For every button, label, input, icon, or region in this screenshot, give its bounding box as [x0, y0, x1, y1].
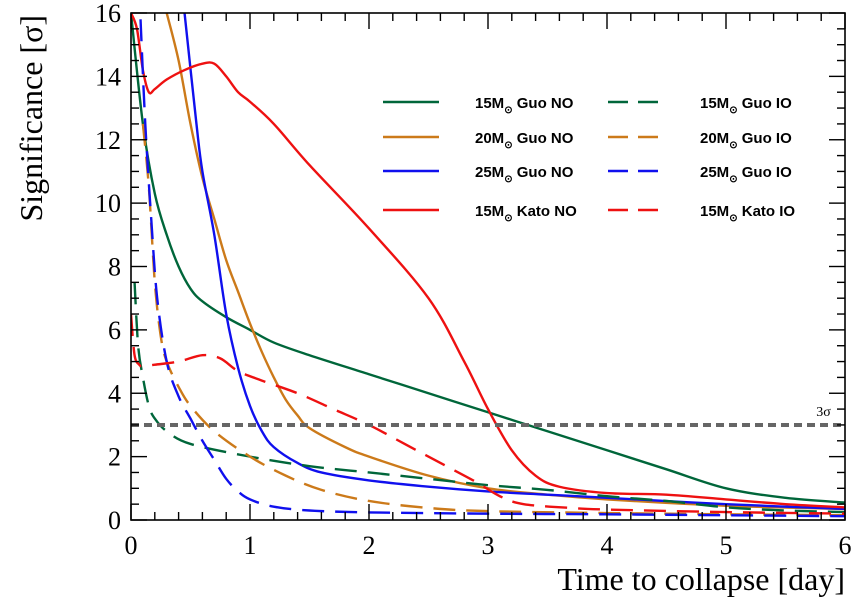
legend-label: 15M⊙ Kato IO — [700, 203, 795, 224]
y-tick-label: 0 — [108, 506, 121, 535]
y-tick-label: 2 — [108, 443, 121, 472]
legend-label: 20M⊙ Guo NO — [475, 130, 574, 151]
x-tick-label: 2 — [363, 531, 376, 560]
legend-label: 20M⊙ Guo IO — [700, 130, 792, 151]
series-line-15m-kato-no — [131, 13, 845, 509]
legend-label: 15M⊙ Guo NO — [475, 95, 574, 116]
series-line-20m-guo-no — [165, 13, 845, 511]
x-tick-label: 4 — [601, 531, 614, 560]
series-line-15m-guo-no — [131, 13, 845, 504]
x-axis-title: Time to collapse [day] — [557, 561, 845, 597]
y-tick-label: 14 — [95, 62, 121, 91]
legend: 15M⊙ Guo NO 15M⊙ Guo IO 20M⊙ Guo NO 20M⊙ Gu… — [383, 95, 795, 224]
series-line-20m-guo-io — [141, 123, 845, 517]
series-line-25m-guo-io — [139, 19, 845, 518]
y-axis-title: Significance [σ] — [13, 15, 49, 222]
reference-line-label: 3σ — [816, 405, 831, 420]
series-line-25m-guo-no — [183, 13, 845, 511]
y-tick-label: 8 — [108, 253, 121, 282]
y-tick-label: 6 — [108, 316, 121, 345]
series-line-15m-kato-io — [131, 313, 845, 515]
x-tick-label: 0 — [125, 531, 138, 560]
plot-frame — [130, 12, 846, 521]
x-tick-label: 1 — [244, 531, 257, 560]
y-tick-label: 16 — [95, 0, 121, 28]
legend-label: 25M⊙ Guo NO — [475, 164, 574, 185]
x-tick-label: 6 — [839, 531, 852, 560]
y-tick-label: 10 — [95, 189, 121, 218]
y-tick-label: 4 — [108, 379, 121, 408]
ticks-layer — [130, 12, 846, 521]
x-tick-label: 5 — [720, 531, 733, 560]
x-tick-label: 3 — [482, 531, 495, 560]
y-tick-label: 12 — [95, 126, 121, 155]
legend-label: 15M⊙ Kato NO — [475, 203, 577, 224]
series-line-15m-guo-io — [133, 282, 845, 514]
legend-label: 15M⊙ Guo IO — [700, 95, 792, 116]
legend-label: 25M⊙ Guo IO — [700, 164, 792, 185]
reference-line-layer: 3σ — [131, 405, 845, 427]
curves-layer — [131, 13, 845, 518]
